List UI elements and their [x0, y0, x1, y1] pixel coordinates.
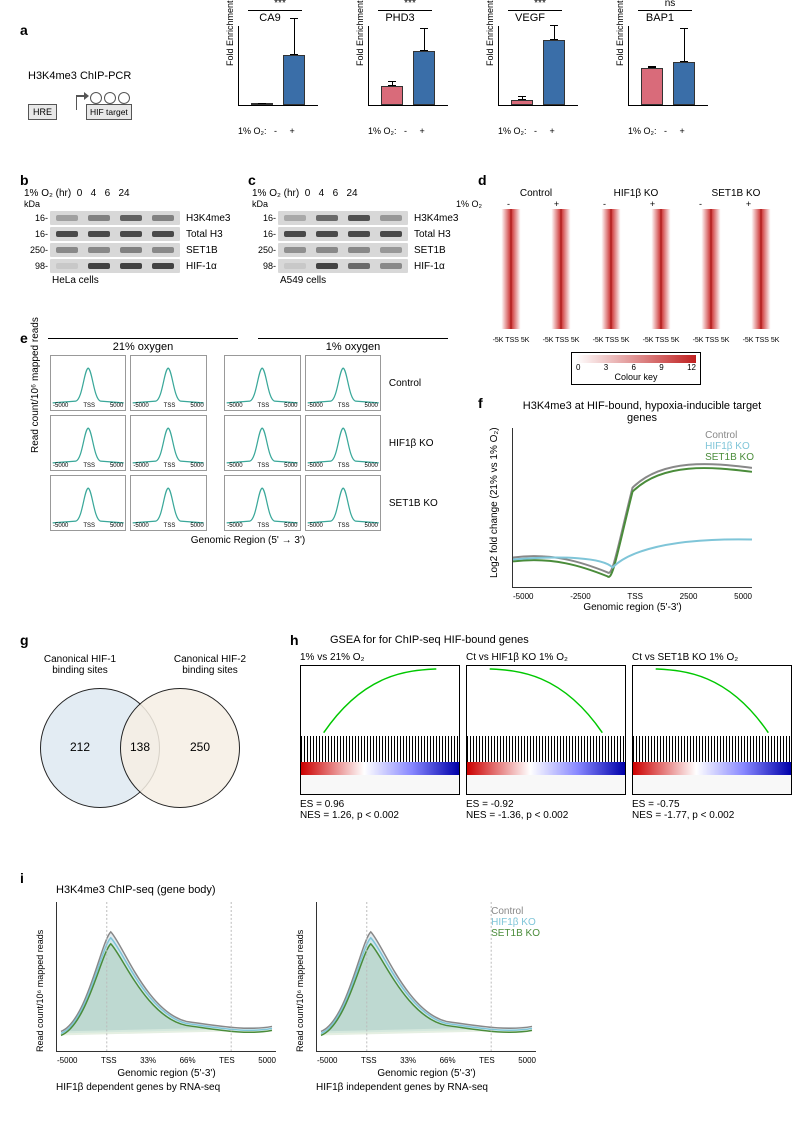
f-ylabel: Log2 fold change (21% vs 1% O₂): [489, 427, 500, 578]
panel-i-label: i: [20, 870, 24, 886]
i-plot: Read count/10⁶ mapped reads -5000TSS33%6…: [56, 902, 296, 1093]
h-supertitle: GSEA for for ChIP-seq HIF-bound genes: [330, 634, 529, 646]
color-key-label: Colour key: [576, 372, 696, 382]
venn-left-count: 212: [70, 740, 90, 754]
heatmap-column: [737, 209, 785, 329]
panel-f-label: f: [478, 395, 483, 411]
venn-g: Canonical HIF-1 binding sites Canonical …: [30, 658, 260, 818]
bar-chart-vegf: VEGF *** Fold Enrichment (AU) 1% O₂: - +: [480, 12, 580, 122]
panel-h-label: h: [290, 632, 299, 648]
venn-overlap-count: 138: [130, 740, 150, 754]
e-miniplot: -5000TSS5000: [224, 415, 300, 471]
panel-f: H3K4me3 at HIF-bound, hypoxia-inducible …: [512, 400, 772, 588]
e-rowlabel: HIF1β KO: [389, 438, 448, 449]
gsea-plot: Ct vs SET1B KO 1% O₂ ES = -0.75 NES = -1…: [632, 652, 792, 821]
f-title: H3K4me3 at HIF-bound, hypoxia-inducible …: [512, 400, 772, 424]
blot-b: 1% O₂ (hr) 0 4 6 24kDa 16- H3K4me3 16- T…: [24, 188, 230, 286]
e-miniplot: -5000TSS5000: [224, 355, 300, 411]
legend-item: SET1B KO: [705, 452, 754, 463]
heatmap-group: HIF1β KO: [586, 188, 686, 199]
heatmap-d: Control HIF1β KO SET1B KO 1% O₂ -+-+-+ -…: [486, 188, 786, 385]
f-plot: Control HIF1β KO SET1B KO Log2 fold chan…: [512, 428, 752, 588]
color-key-gradient: [576, 355, 696, 363]
e-xlabel: Genomic Region (5' → 3'): [48, 535, 448, 546]
panel-a-label: a: [20, 22, 28, 38]
panel-d-label: d: [478, 172, 487, 188]
heatmap-column: [587, 209, 635, 329]
heatmap-column: [487, 209, 535, 329]
e-miniplot: -5000TSS5000: [50, 475, 126, 531]
i-title: H3K4me3 ChIP-seq (gene body): [56, 884, 216, 896]
bar-chart-bap1: BAP1 ns Fold Enrichment (AU) 1% O₂: - +: [610, 12, 710, 122]
e-miniplot: -5000TSS5000: [50, 355, 126, 411]
e-colhead: 1% oxygen: [258, 338, 448, 353]
e-colhead: 21% oxygen: [48, 338, 238, 353]
e-miniplot: -5000TSS5000: [305, 475, 381, 531]
e-rowlabel: Control: [389, 378, 448, 389]
venn-right-label: Canonical HIF-2 binding sites: [160, 654, 260, 676]
heatmap-column: [637, 209, 685, 329]
heatmap-group: SET1B KO: [686, 188, 786, 199]
e-miniplot: -5000TSS5000: [50, 415, 126, 471]
heatmap-x-ticks: -5K TSS 5K-5K TSS 5K-5K TSS 5K-5K TSS 5K…: [486, 334, 786, 344]
e-miniplot: -5000TSS5000: [224, 475, 300, 531]
blot-c: 1% O₂ (hr) 0 4 6 24kDa 16- H3K4me3 16- T…: [252, 188, 458, 286]
panel-e-grid: 21% oxygen 1% oxygen -5000TSS5000 -5000T…: [48, 338, 448, 546]
f-xlabel: Genomic region (5'-3'): [513, 602, 752, 613]
e-ylabel: Read count/10⁶ mapped reads: [30, 317, 41, 453]
i-plot: Read count/10⁶ mapped reads -5000TSS33%6…: [316, 902, 556, 1093]
panel-b-label: b: [20, 172, 29, 188]
legend-item: Control: [705, 430, 754, 441]
e-miniplot: -5000TSS5000: [130, 475, 206, 531]
gsea-plot: 1% vs 21% O₂ ES = 0.96 NES = 1.26, p < 0…: [300, 652, 460, 821]
heatmap-xlab: 1% O₂: [456, 199, 482, 209]
e-miniplot: -5000TSS5000: [130, 415, 206, 471]
legend-item: HIF1β KO: [705, 441, 754, 452]
e-rowlabel: SET1B KO: [389, 498, 448, 509]
venn-left-label: Canonical HIF-1 binding sites: [30, 654, 130, 676]
gsea-plot: Ct vs HIF1β KO 1% O₂ ES = -0.92 NES = -1…: [466, 652, 626, 821]
panel-e-label: e: [20, 330, 28, 346]
heatmap-column: [537, 209, 585, 329]
e-miniplot: -5000TSS5000: [130, 355, 206, 411]
panel-g-label: g: [20, 632, 29, 648]
e-miniplot: -5000TSS5000: [305, 415, 381, 471]
heatmap-column: [687, 209, 735, 329]
e-miniplot: -5000TSS5000: [305, 355, 381, 411]
bar-chart-phd3: PHD3 *** Fold Enrichment (AU) 1% O₂: - +: [350, 12, 450, 122]
panel-c-label: c: [248, 172, 256, 188]
heatmap-group: Control: [486, 188, 586, 199]
venn-right-count: 250: [190, 740, 210, 754]
